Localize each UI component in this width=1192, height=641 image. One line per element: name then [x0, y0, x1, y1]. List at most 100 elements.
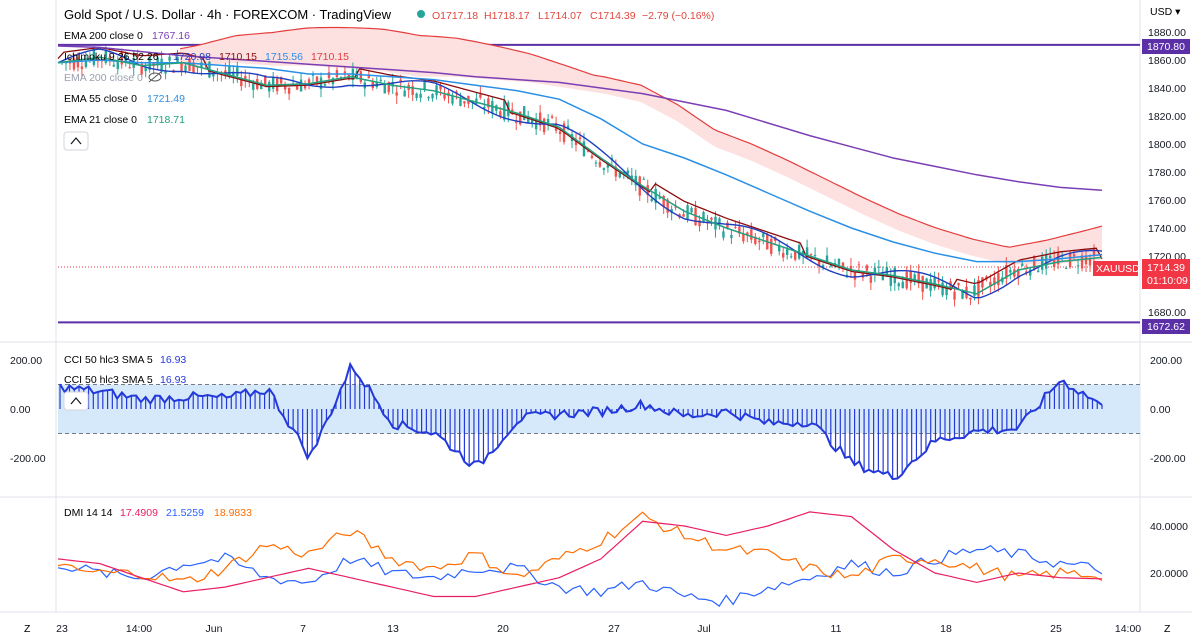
- candle-body: [164, 70, 167, 74]
- candle-body: [778, 244, 781, 252]
- dmi-minus-line[interactable]: [57, 511, 1103, 583]
- candle-body: [160, 58, 163, 72]
- price-axis-tick: 1680.00: [1148, 307, 1186, 319]
- candle-body: [933, 277, 936, 289]
- candle-body: [395, 92, 398, 96]
- candle-body: [626, 170, 630, 174]
- candle-body: [1041, 256, 1044, 270]
- candle-body: [630, 175, 633, 180]
- dmi-tick: 40.0000: [1150, 521, 1188, 533]
- adx-line[interactable]: [57, 511, 1103, 598]
- candle-body: [128, 67, 131, 69]
- ema21-line[interactable]: [57, 56, 1103, 295]
- time-axis-tick: Jul: [697, 623, 710, 635]
- candle-body: [590, 155, 594, 158]
- cci-line[interactable]: [59, 361, 1103, 481]
- zoom-right-icon[interactable]: Z: [1164, 623, 1171, 635]
- cci1-label[interactable]: CCI 50 hlc3 SMA 5: [64, 354, 153, 366]
- ema55-label[interactable]: EMA 55 close 0: [64, 93, 137, 105]
- ema200-label[interactable]: EMA 200 close 0: [64, 30, 143, 42]
- cci2-label[interactable]: CCI 50 hlc3 SMA 5: [64, 374, 153, 386]
- candle-body: [379, 79, 382, 82]
- candle-body: [861, 273, 865, 278]
- candle-body: [694, 207, 697, 226]
- cci-right-tick: -200.00: [1150, 453, 1186, 465]
- lower-line-tag: 1672.62: [1142, 319, 1190, 334]
- candle-body: [168, 56, 171, 61]
- candle-body: [415, 93, 418, 99]
- currency-button[interactable]: USD ▾: [1150, 6, 1181, 18]
- candle-body: [112, 64, 115, 67]
- candle-body: [279, 77, 283, 84]
- candle-body: [734, 227, 737, 229]
- zoom-left-icon[interactable]: Z: [24, 623, 31, 635]
- candle-body: [654, 188, 657, 204]
- market-status-icon: [417, 10, 425, 18]
- ema21-value: 1718.71: [147, 114, 185, 126]
- cci2-value: 16.93: [160, 374, 186, 386]
- candle-body: [443, 94, 446, 99]
- candle-body: [993, 277, 996, 285]
- candle-body: [658, 197, 661, 199]
- candle-body: [1021, 263, 1024, 266]
- ema200-value: 1767.16: [152, 30, 190, 42]
- candle-body: [283, 84, 287, 90]
- time-axis-tick: 27: [608, 623, 620, 635]
- candle-body: [96, 57, 100, 62]
- candle-body: [702, 212, 705, 222]
- candle-body: [315, 76, 319, 85]
- candle-body: [1076, 265, 1080, 267]
- candle-body: [431, 94, 434, 99]
- eye-hidden-icon[interactable]: [148, 71, 162, 83]
- cci-pane[interactable]: 200.00 200.00 0.00 0.00 -200.00 -200.00: [10, 355, 1186, 481]
- ichimoku-kijun: [57, 46, 1103, 290]
- candle-body: [176, 56, 179, 63]
- candle-body: [949, 281, 952, 290]
- candle-body: [650, 198, 653, 202]
- candle-body: [236, 67, 239, 76]
- candle-body: [180, 63, 183, 72]
- time-axis-tick: 14:00: [126, 623, 152, 635]
- ema21-label[interactable]: EMA 21 close 0: [64, 114, 137, 126]
- candle-body: [574, 139, 578, 146]
- candle-body: [957, 283, 960, 286]
- candle-body: [260, 82, 263, 90]
- price-axis-tick: 1780.00: [1148, 167, 1186, 179]
- candle-body: [909, 270, 912, 283]
- cci-left-tick: 200.00: [10, 355, 42, 367]
- price-pane[interactable]: [57, 26, 1140, 324]
- collapse-cci-legend-button[interactable]: [63, 391, 89, 411]
- ema55-line[interactable]: [57, 59, 1103, 263]
- candle-body: [945, 286, 948, 296]
- time-axis-tick: 18: [940, 623, 952, 635]
- candle-body: [825, 255, 829, 264]
- candle-body: [662, 195, 665, 208]
- ohlc-low: L1714.07: [538, 10, 582, 22]
- candle-body: [877, 266, 881, 268]
- candle-body: [690, 208, 693, 213]
- candle-body: [132, 58, 135, 68]
- ohlc-change: −2.79 (−0.16%): [642, 10, 714, 22]
- candle-body: [1033, 256, 1036, 270]
- cci1-value: 16.93: [160, 354, 186, 366]
- candle-body: [1025, 271, 1028, 274]
- candle-body: [419, 93, 422, 98]
- collapse-legend-button[interactable]: [63, 131, 89, 151]
- candle-body: [837, 258, 841, 265]
- candle-body: [427, 97, 430, 99]
- symbol-title[interactable]: Gold Spot / U.S. Dollar · 4h · FOREXCOM …: [64, 7, 392, 22]
- candle-body: [965, 286, 968, 298]
- ema200b-label[interactable]: EMA 200 close 0: [64, 72, 143, 84]
- candle-body: [1064, 267, 1068, 269]
- candle-body: [586, 150, 590, 152]
- dmi-label[interactable]: DMI 14 14: [64, 507, 113, 519]
- candle-body: [973, 285, 976, 296]
- upper-line-tag: 1870.80: [1142, 39, 1190, 54]
- candle-body: [463, 101, 466, 104]
- ichimoku-label[interactable]: Ichimoku 9 26 52 26: [64, 51, 159, 63]
- ema200-line[interactable]: [57, 45, 1103, 191]
- candle-body: [602, 168, 606, 170]
- dmi-pane[interactable]: 40.0000 20.0000: [57, 511, 1188, 607]
